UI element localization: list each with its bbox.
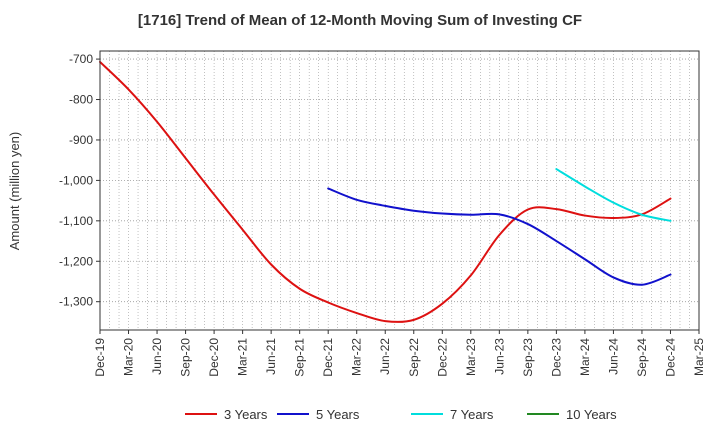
y-tick-label: -1,300	[59, 295, 93, 309]
x-tick-label: Mar-25	[692, 338, 706, 376]
x-tick-label: Sep-21	[293, 338, 307, 377]
y-tick-label: -1,200	[59, 254, 93, 268]
plot-frame	[99, 50, 700, 331]
x-tick-label: Dec-23	[549, 338, 563, 377]
x-tick-label: Sep-23	[521, 338, 535, 377]
x-tick-label: Jun-21	[264, 338, 278, 375]
x-tick-label: Dec-21	[321, 338, 335, 377]
y-tick-label: -1,000	[59, 173, 93, 187]
x-tick-label: Sep-24	[635, 338, 649, 377]
x-tick-label: Jun-24	[606, 338, 620, 375]
x-tick-label: Mar-22	[350, 338, 364, 376]
y-tick-label: -700	[69, 52, 93, 66]
legend-label: 7 Years	[450, 407, 494, 422]
x-tick-label: Jun-23	[492, 338, 506, 375]
x-tick-label: Dec-22	[435, 338, 449, 377]
x-tick-label: Mar-23	[464, 338, 478, 376]
legend-label: 3 Years	[224, 407, 268, 422]
legend-label: 10 Years	[566, 407, 617, 422]
series-line-3	[555, 168, 672, 222]
x-tick-label: Mar-21	[236, 338, 250, 376]
x-tick-label: Sep-22	[407, 338, 421, 377]
y-axis-ticks: -700 -800 -900 -1,000 -1,100 -1,200 -1,300	[59, 52, 100, 309]
plot-area	[100, 51, 699, 330]
series-layer	[99, 60, 672, 324]
chart-title: [1716] Trend of Mean of 12-Month Moving …	[137, 12, 583, 29]
x-tick-label: Mar-24	[578, 338, 592, 376]
x-tick-label: Sep-20	[179, 338, 193, 377]
y-tick-label: -900	[69, 133, 93, 147]
legend: 3 Years 5 Years 7 Years 10 Years	[185, 407, 617, 422]
legend-label: 5 Years	[316, 407, 360, 422]
series-line-1	[99, 60, 672, 324]
x-tick-label: Jun-22	[378, 338, 392, 375]
grid-lines	[99, 51, 700, 330]
x-axis-ticks: Dec-19 Mar-20 Jun-20 Sep-20 Dec-20 Mar-21 Jun-…	[93, 330, 706, 377]
y-tick-label: -800	[69, 93, 93, 107]
series-line-2	[327, 187, 672, 286]
x-tick-label: Dec-20	[207, 338, 221, 377]
x-tick-label: Mar-20	[122, 338, 136, 376]
x-tick-label: Jun-20	[150, 338, 164, 375]
x-tick-label: Dec-19	[93, 338, 107, 377]
y-axis-title: Amount (million yen)	[7, 132, 22, 251]
y-tick-label: -1,100	[59, 214, 93, 228]
x-tick-label: Dec-24	[663, 338, 677, 377]
